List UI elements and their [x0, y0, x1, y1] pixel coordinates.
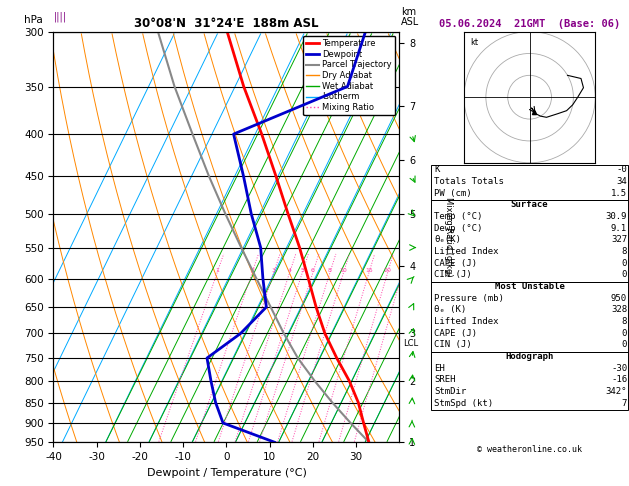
Text: Mixing Ratio (g/kg): Mixing Ratio (g/kg): [445, 197, 454, 277]
Text: 05.06.2024  21GMT  (Base: 06): 05.06.2024 21GMT (Base: 06): [439, 19, 620, 29]
Text: 10: 10: [340, 268, 347, 273]
X-axis label: Dewpoint / Temperature (°C): Dewpoint / Temperature (°C): [147, 468, 306, 478]
Text: 1: 1: [215, 268, 219, 273]
Text: StmDir: StmDir: [434, 387, 466, 396]
Text: 328: 328: [611, 305, 627, 314]
Text: 15: 15: [365, 268, 373, 273]
Text: 30.9: 30.9: [606, 212, 627, 221]
Legend: Temperature, Dewpoint, Parcel Trajectory, Dry Adiabat, Wet Adiabat, Isotherm, Mi: Temperature, Dewpoint, Parcel Trajectory…: [303, 36, 395, 115]
Text: 342°: 342°: [606, 387, 627, 396]
Text: LCL: LCL: [403, 339, 418, 348]
Text: θₑ (K): θₑ (K): [434, 305, 466, 314]
Title: 30°08'N  31°24'E  188m ASL: 30°08'N 31°24'E 188m ASL: [134, 17, 319, 31]
Text: 4: 4: [287, 268, 292, 273]
Text: 0: 0: [621, 270, 627, 279]
Text: 8: 8: [621, 317, 627, 326]
Text: Surface: Surface: [511, 200, 548, 209]
Text: ||||: ||||: [53, 11, 67, 22]
Text: Totals Totals: Totals Totals: [434, 177, 504, 186]
Text: 0: 0: [621, 340, 627, 349]
Text: 7: 7: [621, 399, 627, 408]
Text: -30: -30: [611, 364, 627, 373]
Text: 5: 5: [301, 268, 304, 273]
Text: K: K: [434, 165, 440, 174]
Text: 8: 8: [328, 268, 332, 273]
Text: 0: 0: [621, 329, 627, 338]
Text: 34: 34: [616, 177, 627, 186]
Text: 3: 3: [272, 268, 276, 273]
Text: CAPE (J): CAPE (J): [434, 329, 477, 338]
Text: 6: 6: [311, 268, 315, 273]
Text: 0: 0: [621, 259, 627, 268]
Text: 1.5: 1.5: [611, 189, 627, 198]
Text: StmSpd (kt): StmSpd (kt): [434, 399, 493, 408]
Text: 8: 8: [621, 247, 627, 256]
Text: Lifted Index: Lifted Index: [434, 317, 499, 326]
Text: 9.1: 9.1: [611, 224, 627, 233]
Text: SREH: SREH: [434, 375, 455, 384]
Text: Hodograph: Hodograph: [506, 352, 554, 361]
Text: © weatheronline.co.uk: © weatheronline.co.uk: [477, 445, 582, 454]
Text: Pressure (mb): Pressure (mb): [434, 294, 504, 303]
Text: PW (cm): PW (cm): [434, 189, 472, 198]
Text: Lifted Index: Lifted Index: [434, 247, 499, 256]
Text: 2: 2: [250, 268, 254, 273]
Text: 327: 327: [611, 235, 627, 244]
Text: EH: EH: [434, 364, 445, 373]
Text: CIN (J): CIN (J): [434, 270, 472, 279]
Text: Most Unstable: Most Unstable: [494, 282, 565, 291]
Text: -16: -16: [611, 375, 627, 384]
Text: hPa: hPa: [24, 16, 43, 25]
Text: 20: 20: [384, 268, 392, 273]
Text: Temp (°C): Temp (°C): [434, 212, 482, 221]
Text: θₑ(K): θₑ(K): [434, 235, 461, 244]
Text: Dewp (°C): Dewp (°C): [434, 224, 482, 233]
Text: CIN (J): CIN (J): [434, 340, 472, 349]
Text: CAPE (J): CAPE (J): [434, 259, 477, 268]
Text: 950: 950: [611, 294, 627, 303]
Text: kt: kt: [470, 38, 479, 47]
Text: -0: -0: [616, 165, 627, 174]
Text: km
ASL: km ASL: [401, 7, 420, 27]
